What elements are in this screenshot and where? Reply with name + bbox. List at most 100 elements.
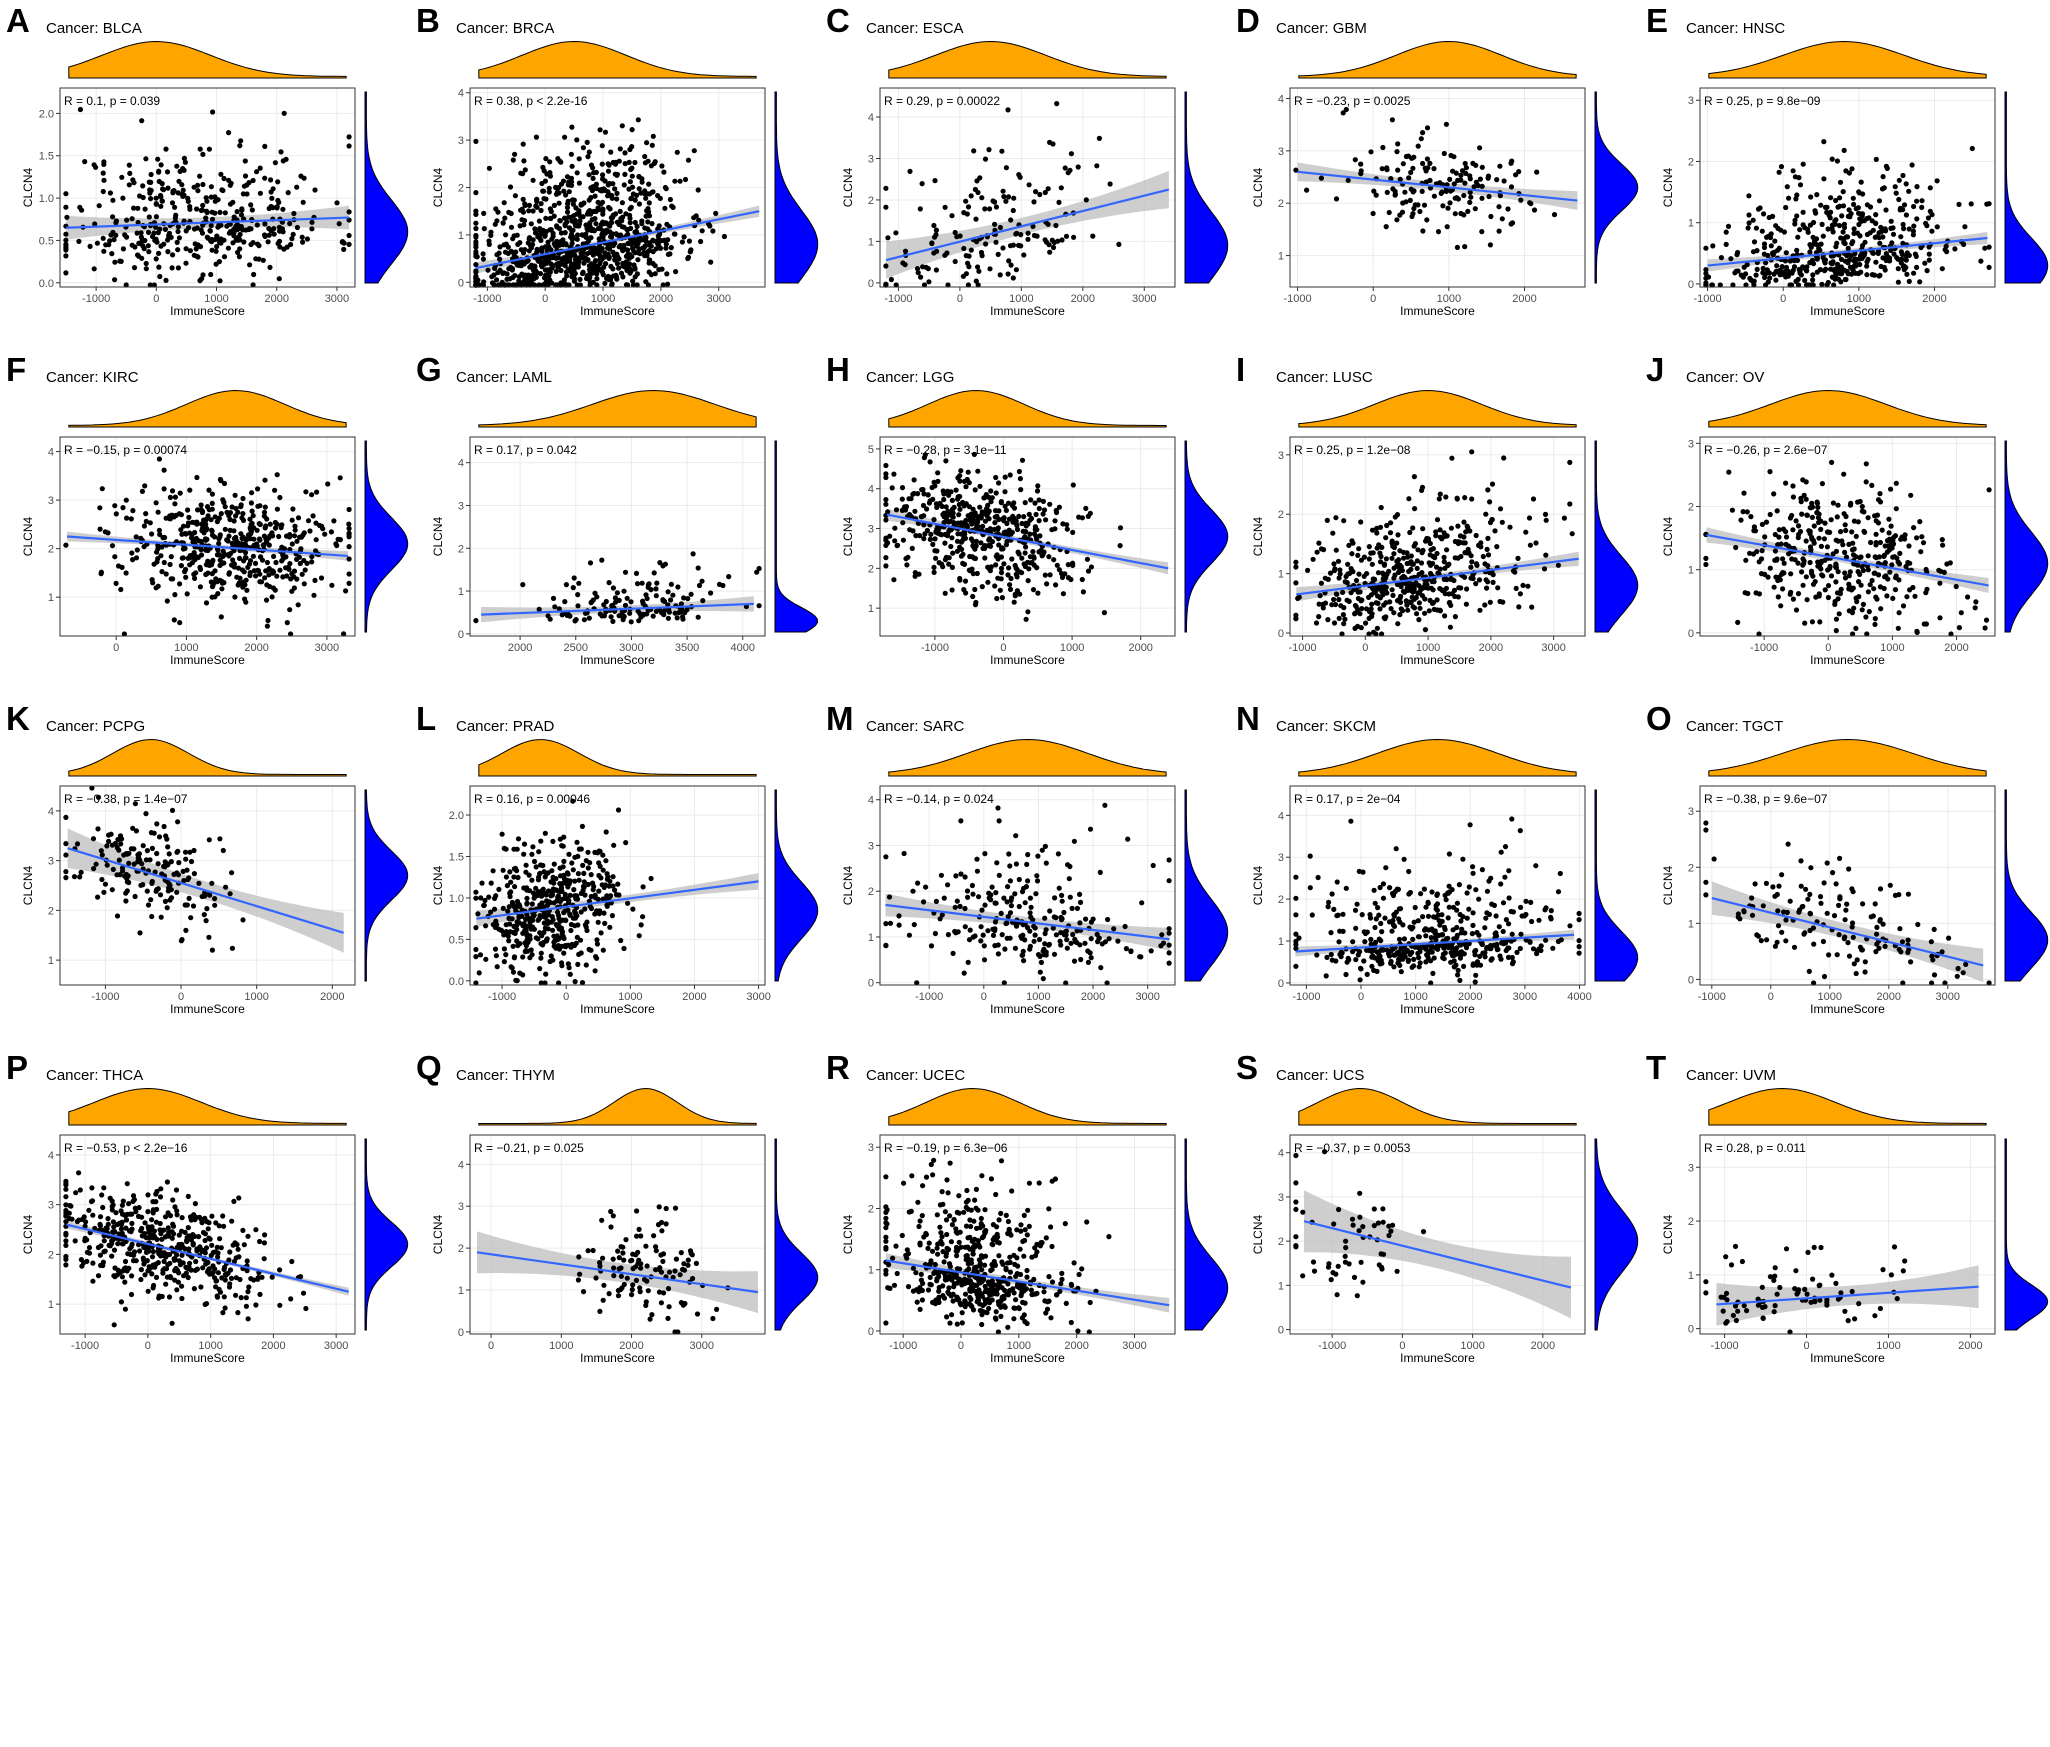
data-point (1352, 157, 1358, 163)
data-point (1793, 607, 1800, 613)
data-point (168, 887, 174, 893)
data-point (587, 266, 593, 273)
data-point (1000, 188, 1006, 194)
data-point (1807, 222, 1813, 228)
data-point (1886, 547, 1892, 553)
y-tick-label: 4 (458, 88, 464, 100)
data-point (1758, 556, 1765, 562)
data-point (1334, 591, 1340, 597)
data-point (1896, 610, 1902, 616)
data-point (1884, 253, 1890, 259)
data-point (951, 504, 957, 510)
data-point (1379, 631, 1385, 637)
data-point (118, 586, 124, 593)
data-point (660, 282, 666, 288)
data-point (136, 240, 142, 246)
data-point (1452, 211, 1458, 217)
data-point (557, 218, 563, 224)
data-point (536, 218, 542, 224)
points (1293, 449, 1575, 637)
data-point (156, 527, 162, 533)
data-point (247, 262, 253, 268)
data-point (977, 483, 983, 489)
data-point (96, 203, 102, 209)
data-point (1876, 198, 1883, 204)
data-point (1810, 277, 1816, 283)
data-point (1527, 542, 1533, 548)
data-point (551, 213, 557, 219)
data-point (1864, 231, 1870, 238)
data-point (642, 225, 648, 231)
data-point (178, 527, 184, 533)
data-point (1841, 221, 1847, 227)
data-point (1728, 256, 1734, 262)
data-point (1735, 619, 1741, 625)
data-point (106, 838, 112, 844)
top-density (1708, 389, 1987, 428)
data-point (1901, 267, 1907, 273)
data-point (1499, 216, 1505, 222)
data-point (1799, 569, 1805, 575)
data-point (1011, 500, 1017, 506)
data-point (184, 867, 190, 873)
data-point (1838, 256, 1845, 262)
data-point (1379, 166, 1385, 172)
data-point (190, 903, 197, 909)
data-point (1003, 198, 1009, 204)
data-point (251, 271, 257, 278)
data-point (962, 531, 968, 537)
data-point (1451, 181, 1457, 187)
data-point (192, 241, 198, 247)
data-point (956, 501, 962, 508)
data-point (1840, 189, 1846, 195)
y-axis-label: CLCN4 (1251, 168, 1265, 208)
data-point (1835, 502, 1841, 508)
data-point (691, 215, 697, 221)
data-point (1369, 585, 1376, 591)
data-point (688, 591, 694, 597)
x-tick-label: 0 (1370, 293, 1376, 305)
data-point (203, 918, 209, 924)
data-point (1939, 266, 1945, 272)
data-point (550, 230, 556, 236)
data-point (1897, 550, 1903, 556)
data-point (1449, 455, 1455, 461)
data-point (927, 498, 933, 504)
data-point (1838, 529, 1844, 535)
data-point (924, 506, 930, 512)
data-point (155, 542, 161, 548)
data-point (1961, 241, 1967, 247)
data-point (263, 597, 270, 603)
data-point (1865, 589, 1871, 595)
data-point (1747, 275, 1753, 281)
data-point (622, 171, 628, 177)
data-point (551, 202, 557, 208)
data-point (548, 261, 554, 267)
data-point (605, 242, 611, 248)
data-point (1479, 164, 1485, 170)
data-point (980, 523, 986, 529)
data-point (1729, 507, 1735, 513)
data-point (542, 260, 548, 266)
data-point (599, 232, 605, 238)
data-point (149, 531, 155, 537)
data-point (1026, 182, 1032, 188)
data-point (965, 204, 972, 210)
data-point (1029, 560, 1035, 566)
data-point (1383, 224, 1389, 230)
data-point (1436, 496, 1442, 502)
data-point (562, 263, 568, 269)
data-point (1786, 195, 1792, 201)
data-point (222, 526, 228, 532)
data-point (267, 264, 273, 270)
x-axis-label: ImmuneScore (1810, 304, 1885, 318)
data-point (285, 190, 291, 196)
data-point (1305, 567, 1311, 573)
data-point (547, 159, 553, 165)
data-point (638, 190, 644, 196)
data-point (1448, 525, 1454, 531)
data-point (996, 542, 1002, 548)
top-density (1298, 389, 1577, 428)
data-point (175, 247, 181, 253)
data-point (1434, 517, 1441, 523)
